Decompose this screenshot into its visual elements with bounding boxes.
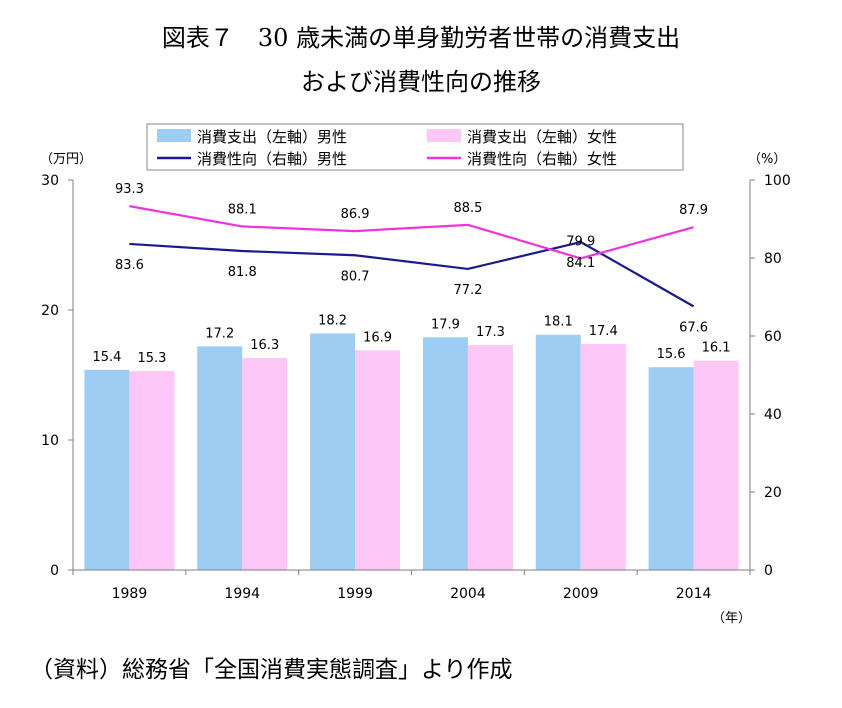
x-tick-label: 2014 — [676, 586, 712, 602]
bar-label: 18.2 — [318, 313, 347, 328]
x-tick-label: 1999 — [337, 586, 373, 602]
legend-label: 消費性向（右軸）女性 — [467, 150, 617, 168]
line-label: 86.9 — [341, 207, 370, 222]
legend-swatch — [427, 129, 461, 142]
right-tick-label: 40 — [764, 407, 782, 423]
legend-label: 消費性向（右軸）男性 — [197, 150, 347, 168]
left-tick-label: 30 — [41, 173, 59, 189]
line-label: 87.9 — [679, 203, 708, 218]
bar-female-1994 — [242, 358, 288, 570]
bar-male-2014 — [648, 367, 694, 570]
line-label: 77.2 — [453, 283, 482, 298]
bar-label: 17.3 — [476, 325, 505, 340]
right-tick-label: 20 — [764, 485, 782, 501]
x-tick-label: 2004 — [450, 586, 486, 602]
bar-label: 16.3 — [250, 338, 279, 353]
bar-female-2004 — [467, 345, 513, 570]
bar-label: 16.1 — [702, 341, 731, 356]
left-tick-label: 10 — [41, 433, 59, 449]
bar-female-1999 — [355, 350, 401, 570]
bar-label: 17.9 — [431, 317, 460, 332]
bar-male-1999 — [310, 333, 356, 570]
bar-label: 15.4 — [92, 350, 121, 365]
bar-label: 16.9 — [363, 330, 392, 345]
source-note: （資料）総務省「全国消費実態調査」より作成 — [30, 657, 513, 683]
line-label: 81.8 — [228, 265, 257, 280]
left-tick-label: 20 — [41, 303, 59, 319]
bar-male-1989 — [84, 369, 130, 570]
line-label: 83.6 — [115, 258, 144, 273]
line-label: 88.5 — [453, 201, 482, 216]
x-tick-label: 1989 — [112, 586, 148, 602]
bar-label: 15.6 — [657, 347, 686, 362]
line-female — [129, 205, 694, 260]
x-axis-unit: （年） — [712, 611, 751, 626]
labels-layer: 15.4 17.2 18.2 17.9 18.1 15.6 15.3 16.3 16.9 17.3… — [92, 182, 730, 366]
bar-female-1989 — [129, 371, 175, 570]
legend-box — [146, 123, 684, 171]
left-tick-label: 0 — [50, 563, 59, 579]
bar-label: 15.3 — [137, 351, 166, 366]
bar-label: 18.1 — [544, 315, 573, 330]
line-label: 67.6 — [679, 320, 708, 335]
right-tick-label: 100 — [764, 173, 791, 189]
lines-layer — [129, 205, 695, 308]
x-tick-label: 2009 — [563, 586, 599, 602]
line-label: 84.1 — [566, 256, 595, 271]
chart-title-line2: および消費性向の推移 — [301, 68, 541, 96]
bar-female-2009 — [580, 343, 626, 570]
bars-layer — [84, 333, 739, 570]
left-axis-unit: （万円） — [40, 152, 92, 167]
bar-label: 17.4 — [589, 324, 618, 339]
legend-swatch — [157, 129, 191, 142]
line-label: 88.1 — [228, 202, 257, 217]
line-label: 93.3 — [115, 182, 144, 197]
line-label: 80.7 — [341, 269, 370, 284]
line-label: 79.9 — [566, 234, 595, 249]
right-axis-unit: （%） — [748, 152, 786, 167]
legend-label: 消費支出（左軸）女性 — [467, 128, 617, 146]
bar-female-2014 — [693, 360, 739, 570]
bar-label: 17.2 — [205, 326, 234, 341]
right-tick-label: 80 — [764, 251, 782, 267]
x-tick-label: 1994 — [224, 586, 260, 602]
bar-male-2009 — [535, 334, 581, 570]
bar-male-2004 — [422, 337, 468, 570]
right-tick-label: 60 — [764, 329, 782, 345]
bar-male-1994 — [197, 346, 243, 570]
chart-title-line1: 図表７ 30 歳未満の単身勤労者世帯の消費支出 — [161, 24, 681, 52]
axes-layer: 0 10 20 30 0 20 40 60 80 100 1989 1994 1999 2004 2009 2… — [40, 152, 791, 626]
right-tick-label: 0 — [764, 563, 773, 579]
legend-label: 消費支出（左軸）男性 — [197, 128, 347, 146]
